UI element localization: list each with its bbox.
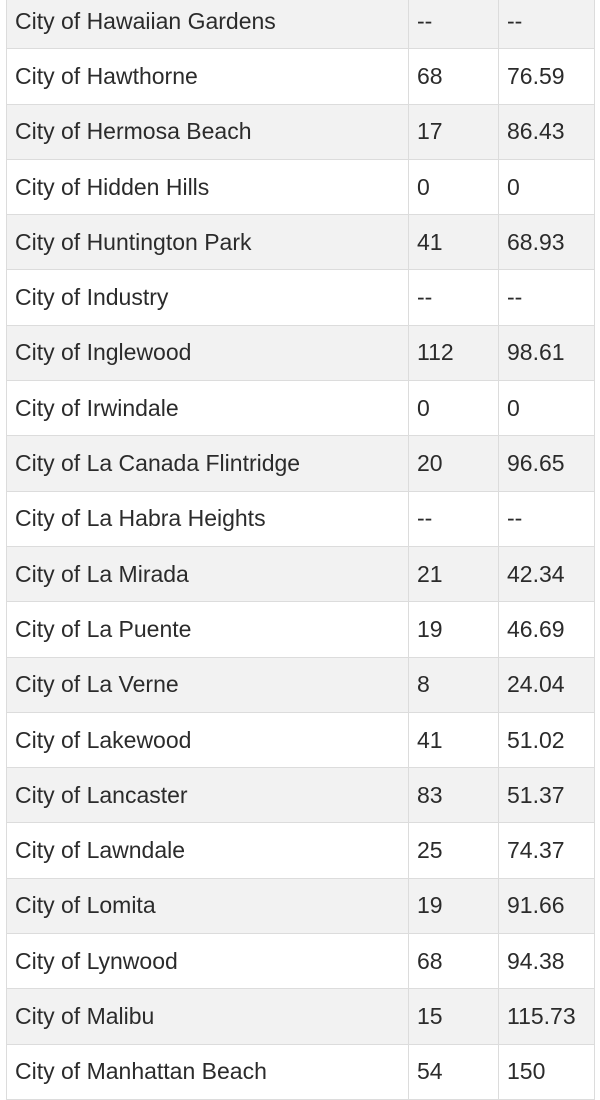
table-row: City of La Habra Heights -- --	[6, 490, 595, 547]
city-name-cell: City of La Habra Heights	[6, 490, 409, 547]
value-cell: 41	[408, 711, 499, 769]
city-name-cell: City of Irwindale	[6, 380, 409, 437]
value-cell: 91.66	[498, 877, 595, 935]
table-row: City of Hawaiian Gardens -- --	[6, 0, 595, 50]
value-cell: 96.65	[498, 435, 595, 492]
table-row: City of Lakewood 41 51.02	[6, 711, 595, 769]
value-cell: 21	[408, 545, 499, 603]
table-row: City of Inglewood 112 98.61	[6, 324, 595, 382]
value-cell: 8	[408, 656, 499, 713]
table-row: City of Lomita 19 91.66	[6, 877, 595, 935]
value-cell: 112	[408, 324, 499, 382]
data-table: City of Hawaiian Gardens -- -- City of H…	[6, 0, 595, 1100]
table-row: City of Malibu 15 115.73	[6, 988, 595, 1045]
table-row: City of Hidden Hills 0 0	[6, 158, 595, 216]
city-name-cell: City of La Verne	[6, 656, 409, 713]
table-row: City of Lawndale 25 74.37	[6, 822, 595, 879]
value-cell: 0	[498, 380, 595, 437]
city-name-cell: City of Inglewood	[6, 324, 409, 382]
value-cell: 17	[408, 103, 499, 160]
value-cell: 41	[408, 214, 499, 271]
value-cell: 0	[408, 158, 499, 216]
value-cell: 0	[408, 380, 499, 437]
table-row: City of La Mirada 21 42.34	[6, 545, 595, 603]
table-row: City of Huntington Park 41 68.93	[6, 214, 595, 271]
city-name-cell: City of La Puente	[6, 601, 409, 658]
value-cell: 68.93	[498, 214, 595, 271]
city-name-cell: City of Hermosa Beach	[6, 103, 409, 160]
value-cell: 150	[498, 1043, 595, 1100]
value-cell: 83	[408, 767, 499, 824]
table-row: City of Industry -- --	[6, 269, 595, 326]
table-row: City of La Canada Flintridge 20 96.65	[6, 435, 595, 492]
value-cell: --	[408, 0, 499, 50]
city-name-cell: City of Lakewood	[6, 711, 409, 769]
value-cell: 94.38	[498, 933, 595, 990]
value-cell: 0	[498, 158, 595, 216]
table-row: City of La Puente 19 46.69	[6, 601, 595, 658]
value-cell: 98.61	[498, 324, 595, 382]
value-cell: 86.43	[498, 103, 595, 160]
city-name-cell: City of La Mirada	[6, 545, 409, 603]
value-cell: 25	[408, 822, 499, 879]
value-cell: --	[498, 0, 595, 50]
table-row: City of Irwindale 0 0	[6, 380, 595, 437]
city-name-cell: City of Lancaster	[6, 767, 409, 824]
city-name-cell: City of Hawthorne	[6, 48, 409, 105]
table-row: City of Lancaster 83 51.37	[6, 767, 595, 824]
value-cell: --	[498, 269, 595, 326]
value-cell: 76.59	[498, 48, 595, 105]
table-row: City of Hawthorne 68 76.59	[6, 48, 595, 105]
city-name-cell: City of Malibu	[6, 988, 409, 1045]
city-name-cell: City of Industry	[6, 269, 409, 326]
value-cell: --	[408, 269, 499, 326]
table-row: City of Lynwood 68 94.38	[6, 933, 595, 990]
table-row: City of Hermosa Beach 17 86.43	[6, 103, 595, 160]
city-name-cell: City of Lawndale	[6, 822, 409, 879]
value-cell: --	[408, 490, 499, 547]
city-name-cell: City of Manhattan Beach	[6, 1043, 409, 1100]
table-row: City of Manhattan Beach 54 150	[6, 1043, 595, 1100]
value-cell: 42.34	[498, 545, 595, 603]
value-cell: 54	[408, 1043, 499, 1100]
city-name-cell: City of La Canada Flintridge	[6, 435, 409, 492]
value-cell: 68	[408, 48, 499, 105]
table-row: City of La Verne 8 24.04	[6, 656, 595, 713]
value-cell: 51.02	[498, 711, 595, 769]
value-cell: 20	[408, 435, 499, 492]
value-cell: --	[498, 490, 595, 547]
city-name-cell: City of Lomita	[6, 877, 409, 935]
value-cell: 24.04	[498, 656, 595, 713]
city-name-cell: City of Huntington Park	[6, 214, 409, 271]
value-cell: 15	[408, 988, 499, 1045]
city-name-cell: City of Hawaiian Gardens	[6, 0, 409, 50]
value-cell: 115.73	[498, 988, 595, 1045]
value-cell: 68	[408, 933, 499, 990]
value-cell: 19	[408, 877, 499, 935]
value-cell: 19	[408, 601, 499, 658]
value-cell: 51.37	[498, 767, 595, 824]
city-name-cell: City of Hidden Hills	[6, 158, 409, 216]
value-cell: 46.69	[498, 601, 595, 658]
city-name-cell: City of Lynwood	[6, 933, 409, 990]
value-cell: 74.37	[498, 822, 595, 879]
